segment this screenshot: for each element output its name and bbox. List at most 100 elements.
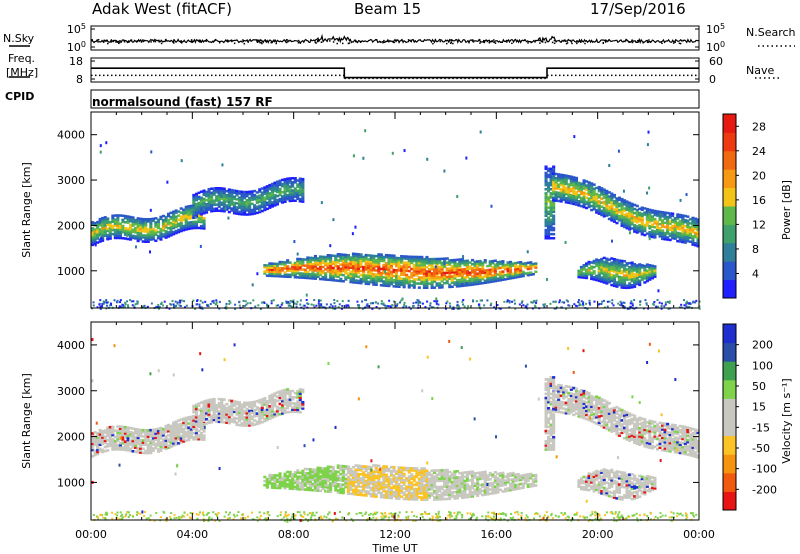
- velocity-cell: [129, 443, 133, 446]
- power-cell: [237, 192, 241, 195]
- velocity-cell: [136, 432, 140, 435]
- power-cell: [187, 217, 191, 220]
- power-speckle: [150, 150, 153, 154]
- power-cell: [281, 199, 285, 202]
- velocity-cell: [91, 442, 95, 446]
- power-cell: [473, 274, 477, 278]
- power-cell: [98, 219, 102, 223]
- power-cell: [202, 203, 206, 207]
- power-cell: [98, 240, 102, 243]
- power-cell: [435, 257, 439, 261]
- power-cell: [602, 196, 606, 200]
- velocity-cell: [199, 417, 203, 421]
- power-cell: [258, 188, 262, 191]
- power-cell: [615, 273, 619, 276]
- velocity-cell: [225, 413, 229, 416]
- power-cell: [369, 278, 373, 282]
- power-cell: [620, 210, 624, 213]
- power-cell: [407, 286, 411, 289]
- velocity-cell: [240, 411, 244, 415]
- power-cell: [293, 273, 297, 277]
- power-cell: [270, 182, 274, 186]
- power-cell: [351, 256, 355, 260]
- power-cell: [569, 198, 573, 201]
- velocity-cell: [207, 407, 211, 410]
- velocity-cell: [159, 426, 163, 430]
- power-cell: [569, 193, 573, 197]
- power-cell: [440, 275, 444, 279]
- power-cell: [154, 221, 158, 224]
- power-cell: [453, 262, 457, 266]
- velocity-cell: [275, 395, 279, 398]
- power-cell: [222, 187, 226, 190]
- power-cell: [638, 263, 642, 266]
- power-cell: [417, 272, 421, 275]
- velocity-cell: [270, 474, 274, 477]
- velocity-cell: [270, 403, 274, 407]
- power-cell: [547, 237, 551, 240]
- power-cell: [661, 221, 665, 224]
- nsearch-dot: [230, 39, 233, 41]
- power-cell: [397, 283, 401, 286]
- velocity-cell: [258, 407, 262, 410]
- power-cell: [144, 218, 148, 221]
- velocity-cell: [270, 410, 274, 413]
- power-cell: [514, 274, 518, 277]
- power-cell: [552, 226, 556, 230]
- power-cell: [620, 199, 624, 203]
- power-cell: [192, 222, 196, 226]
- power-cell: [623, 274, 627, 277]
- velocity-cell: [144, 435, 148, 438]
- power-cell: [384, 278, 388, 281]
- velocity-cell: [164, 424, 168, 428]
- power-speckle: [179, 301, 182, 304]
- power-cell: [564, 196, 568, 200]
- power-cell: [549, 224, 553, 228]
- power-cell: [691, 222, 695, 226]
- power-speckle: [364, 129, 367, 133]
- power-cell: [308, 277, 312, 280]
- nsearch-dot: [551, 41, 554, 44]
- power-cell: [696, 220, 700, 223]
- power-cell: [640, 264, 644, 267]
- power-cell: [182, 224, 186, 228]
- velocity-cell: [199, 401, 203, 404]
- power-cell: [207, 198, 211, 201]
- power-cell: [235, 206, 239, 209]
- power-cell: [582, 268, 586, 271]
- power-cell: [397, 261, 401, 264]
- power-cell: [628, 268, 632, 271]
- power-speckle: [589, 303, 592, 306]
- power-speckle: [143, 304, 146, 307]
- power-cell: [433, 257, 437, 261]
- velocity-cell: [189, 419, 193, 423]
- cpid-panel-frame: [90, 89, 700, 109]
- power-cell: [577, 181, 581, 185]
- power-cell: [235, 208, 239, 211]
- power-cell: [519, 275, 523, 278]
- power-cell: [630, 279, 634, 283]
- power-cell: [562, 176, 566, 179]
- power-cell: [397, 277, 401, 280]
- nsearch-dot: [360, 40, 363, 43]
- velocity-cell: [197, 418, 201, 422]
- power-cell: [562, 186, 566, 189]
- power-cell: [681, 224, 685, 227]
- power-cell: [625, 220, 629, 224]
- power-cell: [544, 167, 548, 171]
- power-cell: [301, 182, 305, 185]
- power-cell: [549, 183, 553, 187]
- power-cell: [412, 284, 416, 287]
- velocity-cell: [260, 400, 264, 403]
- power-cell: [592, 191, 596, 195]
- power-speckle: [434, 265, 437, 269]
- velocity-cell: [215, 418, 219, 421]
- power-cell: [460, 282, 464, 286]
- power-cell: [633, 273, 637, 276]
- velocity-cell: [141, 443, 145, 446]
- velocity-cell: [161, 446, 165, 450]
- power-speckle: [623, 301, 626, 304]
- power-cell: [686, 215, 690, 218]
- power-cell: [113, 214, 117, 217]
- power-cell: [473, 281, 477, 284]
